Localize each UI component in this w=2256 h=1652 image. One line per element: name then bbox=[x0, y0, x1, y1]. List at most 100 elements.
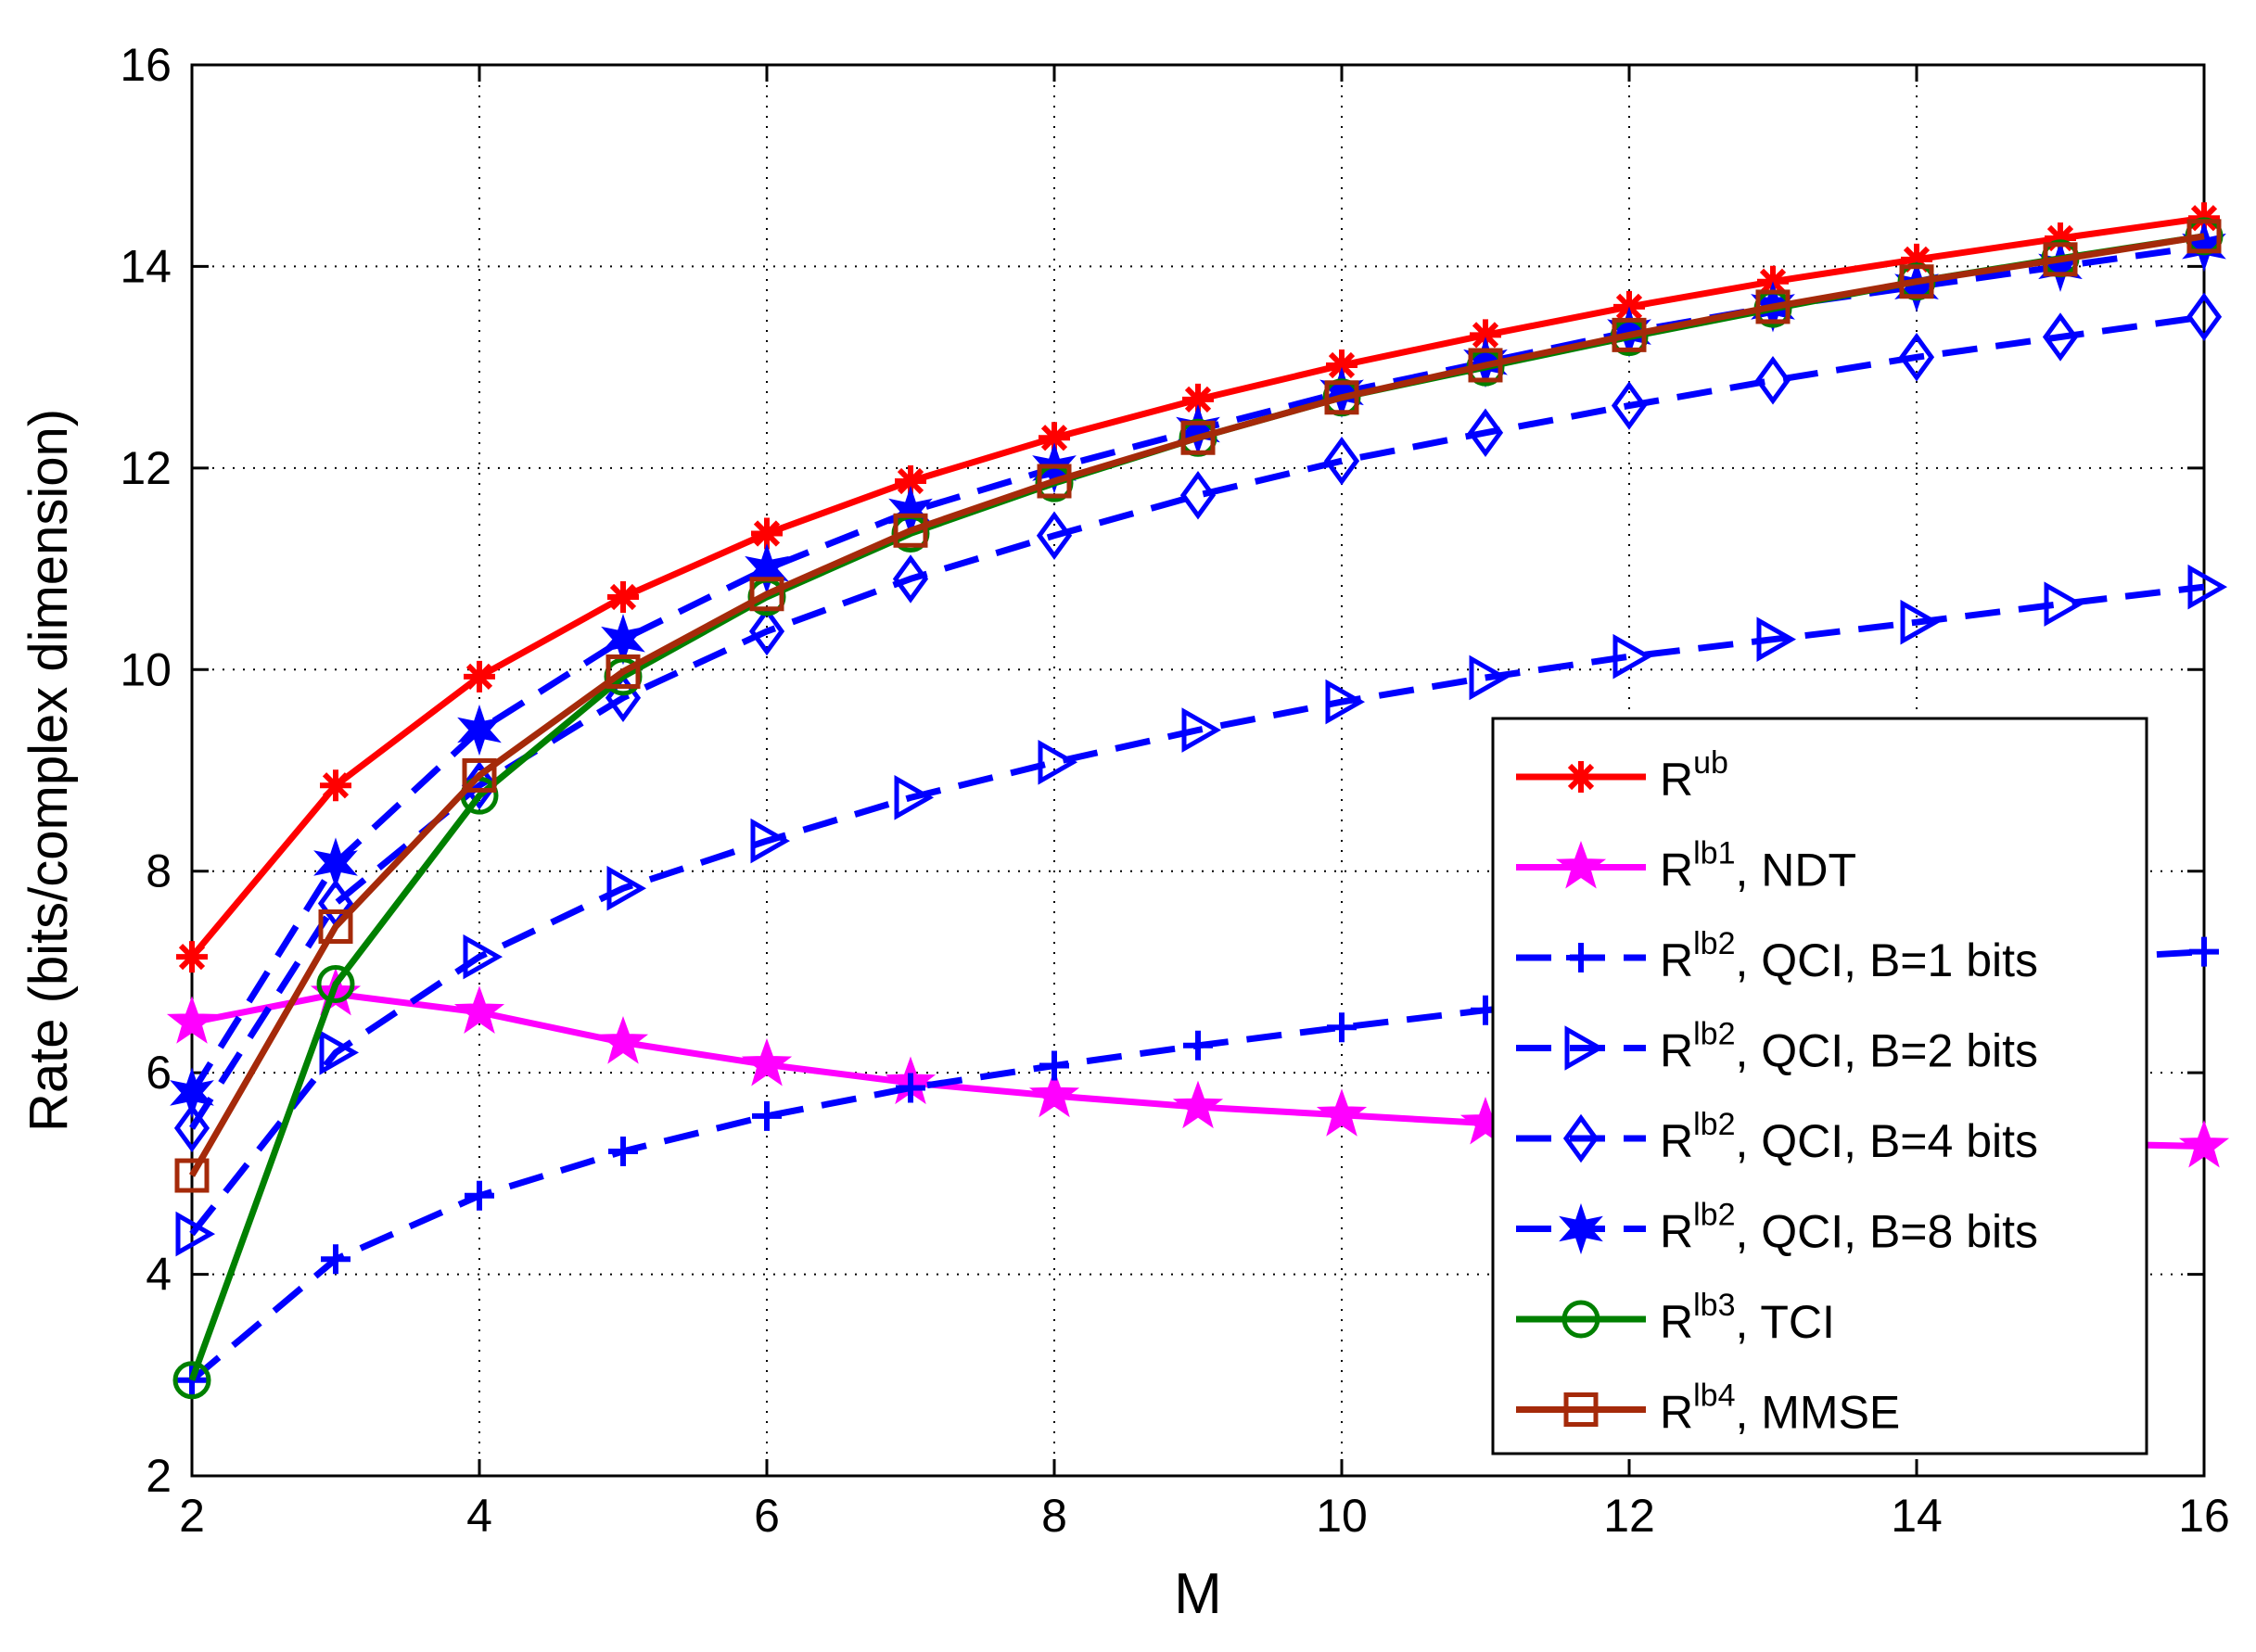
data-point bbox=[1899, 264, 1934, 299]
data-point bbox=[2186, 219, 2222, 254]
legend-marker bbox=[1564, 1025, 1605, 1071]
y-tick-label: 2 bbox=[146, 1450, 172, 1502]
data-point bbox=[605, 654, 641, 689]
data-point bbox=[1172, 1080, 1224, 1129]
x-tick-label: 10 bbox=[1316, 1490, 1368, 1542]
legend-entry: Rlb2, QCI, B=8 bits bbox=[1516, 1198, 2038, 1258]
data-point bbox=[1894, 261, 1939, 312]
legend-marker bbox=[1562, 1113, 1600, 1163]
y-tick-label: 16 bbox=[120, 39, 172, 91]
data-point bbox=[1183, 1030, 1213, 1061]
y-axis-label: Rate (bits/complex dimension) bbox=[19, 409, 79, 1132]
data-point bbox=[608, 1136, 638, 1166]
legend-label: Rlb2, QCI, B=8 bits bbox=[1660, 1198, 2038, 1258]
data-point bbox=[1756, 616, 1797, 662]
data-point bbox=[749, 577, 784, 612]
data-point bbox=[2187, 564, 2228, 610]
data-point bbox=[750, 818, 791, 864]
data-point bbox=[173, 1103, 210, 1153]
data-point bbox=[1037, 464, 1072, 499]
legend-marker bbox=[1566, 943, 1596, 972]
legend-label: Rlb2, QCI, B=4 bits bbox=[1660, 1107, 2038, 1167]
series-line bbox=[188, 233, 2205, 1177]
data-point bbox=[170, 1067, 214, 1119]
data-point bbox=[2045, 222, 2076, 254]
x-tick-label: 4 bbox=[466, 1490, 492, 1542]
y-tick-label: 4 bbox=[146, 1249, 172, 1301]
data-point bbox=[893, 513, 928, 548]
data-point bbox=[2178, 1120, 2230, 1168]
legend-entry: Rlb4, MMSE bbox=[1516, 1379, 1900, 1439]
legend-label: Rlb2, QCI, B=2 bits bbox=[1660, 1017, 2038, 1077]
data-point bbox=[1754, 356, 1791, 405]
x-tick-label: 8 bbox=[1041, 1490, 1067, 1542]
data-point bbox=[1326, 349, 1357, 381]
x-tick-label: 6 bbox=[754, 1490, 780, 1542]
plot-area-frame bbox=[190, 63, 2206, 1478]
data-point bbox=[319, 1030, 360, 1075]
data-point bbox=[1181, 707, 1222, 753]
data-point bbox=[752, 1100, 782, 1131]
data-point bbox=[2182, 221, 2226, 273]
legend-marker bbox=[1561, 1300, 1600, 1339]
legend-marker bbox=[1555, 841, 1607, 889]
data-point bbox=[1325, 679, 1366, 725]
data-point bbox=[601, 614, 645, 666]
data-point bbox=[465, 1180, 494, 1211]
data-point bbox=[463, 934, 503, 980]
data-point bbox=[1316, 1088, 1368, 1137]
data-point bbox=[1319, 366, 1364, 418]
data-point bbox=[318, 909, 353, 945]
data-point bbox=[751, 517, 783, 550]
data-point bbox=[1039, 422, 1070, 454]
data-point bbox=[2186, 292, 2223, 342]
series-7 bbox=[174, 219, 2222, 1193]
data-point bbox=[1898, 333, 1935, 382]
data-point bbox=[1900, 599, 1941, 645]
legend-entry: Rlb2, QCI, B=1 bits bbox=[1516, 926, 2038, 986]
series-layer bbox=[166, 202, 2230, 1400]
data-point bbox=[2044, 581, 2084, 627]
data-point bbox=[2189, 936, 2219, 967]
legend-label: Rlb3, TCI bbox=[1660, 1288, 1835, 1348]
legend-entry: Rlb1, NDT bbox=[1516, 836, 1856, 896]
data-point bbox=[1612, 633, 1653, 680]
x-tick-label: 16 bbox=[2178, 1490, 2230, 1542]
y-tick-label: 10 bbox=[120, 643, 172, 695]
legend-marker bbox=[1559, 1202, 1603, 1255]
y-tick-label: 12 bbox=[120, 442, 172, 494]
legend-entry: Rlb2, QCI, B=4 bits bbox=[1516, 1107, 2038, 1167]
data-point bbox=[1179, 470, 1217, 520]
legend-label: Rlb4, MMSE bbox=[1660, 1379, 1900, 1439]
data-point bbox=[606, 865, 647, 911]
legend-entry: Rub bbox=[1516, 745, 1728, 806]
data-point bbox=[1612, 317, 1647, 352]
data-point bbox=[741, 1037, 793, 1087]
data-point bbox=[166, 996, 218, 1044]
data-point bbox=[316, 964, 355, 1003]
legend-label: Rlb1, NDT bbox=[1660, 836, 1856, 896]
data-point bbox=[1468, 348, 1503, 383]
data-point bbox=[1755, 289, 1791, 324]
data-point bbox=[597, 1016, 649, 1064]
data-point bbox=[1039, 1050, 1069, 1081]
data-point bbox=[457, 704, 502, 756]
series-line bbox=[189, 583, 2205, 1237]
data-point bbox=[1036, 511, 1073, 560]
data-point bbox=[1611, 381, 1648, 430]
y-tick-label: 8 bbox=[146, 845, 172, 897]
data-point bbox=[453, 985, 505, 1035]
x-axis-label: M bbox=[1174, 1562, 1222, 1626]
data-point bbox=[313, 837, 358, 889]
data-point bbox=[748, 606, 785, 656]
data-point bbox=[172, 1361, 211, 1400]
x-tick-label: 14 bbox=[1891, 1490, 1943, 1542]
data-point bbox=[1038, 739, 1078, 785]
y-tick-label: 14 bbox=[120, 240, 172, 292]
data-point bbox=[464, 660, 495, 693]
data-point bbox=[1028, 1069, 1080, 1118]
data-point bbox=[895, 464, 926, 497]
legend-entry: Rlb3, TCI bbox=[1516, 1288, 1835, 1348]
data-point bbox=[896, 1073, 925, 1103]
